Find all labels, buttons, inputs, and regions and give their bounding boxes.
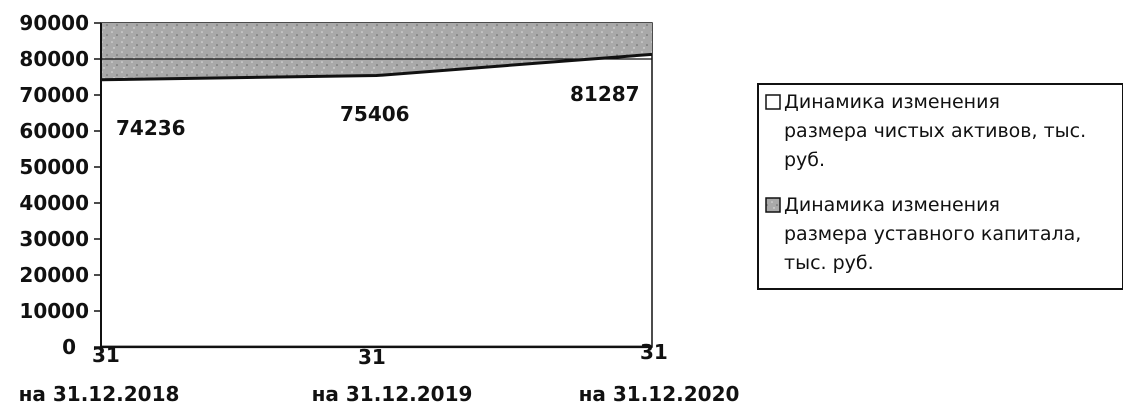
y-tick-label: 90000 bbox=[19, 11, 89, 35]
y-tick-label: 10000 bbox=[19, 299, 89, 323]
y-tick-label: 30000 bbox=[19, 227, 89, 251]
legend-swatch-net-assets bbox=[765, 94, 781, 110]
data-label-net-assets: 81287 bbox=[570, 82, 640, 106]
legend-item-charter-capital: Динамика изменения размера уставного кап… bbox=[784, 194, 1087, 274]
data-label-net-assets: 75406 bbox=[340, 102, 410, 126]
legend-swatch-charter-capital bbox=[765, 197, 781, 213]
data-label-charter-capital: 31 bbox=[640, 340, 668, 364]
x-tick-label: на 31.12.2020 bbox=[579, 382, 740, 406]
y-tick-label: 70000 bbox=[19, 83, 89, 107]
x-tick-label: на 31.12.2019 bbox=[312, 382, 473, 406]
y-tick-label: 80000 bbox=[19, 47, 89, 71]
legend-box bbox=[757, 83, 1123, 290]
series-line-net-assets bbox=[100, 52, 653, 82]
legend-item-net-assets: Динамика изменения размера чистых активо… bbox=[784, 91, 1092, 171]
y-tick-label: 60000 bbox=[19, 119, 89, 143]
y-tick-label: 20000 bbox=[19, 263, 89, 287]
y-tick-label: 40000 bbox=[19, 191, 89, 215]
y-axis: 0 10000 20000 30000 40000 50000 60000 70000 8000… bbox=[19, 11, 740, 406]
x-tick-label: на 31.12.2018 bbox=[19, 382, 180, 406]
y-tick-label: 0 bbox=[62, 335, 76, 359]
y-tick-label: 50000 bbox=[19, 155, 89, 179]
data-label-charter-capital: 31 bbox=[358, 345, 386, 369]
data-label-charter-capital: 31 bbox=[92, 343, 120, 367]
plot-area bbox=[100, 22, 653, 349]
data-labels: 74236 75406 81287 31 31 31 bbox=[92, 82, 668, 369]
data-label-net-assets: 74236 bbox=[116, 116, 186, 140]
chart-top-band bbox=[101, 23, 652, 80]
legend: Динамика изменения размера чистых активо… bbox=[757, 83, 1123, 290]
